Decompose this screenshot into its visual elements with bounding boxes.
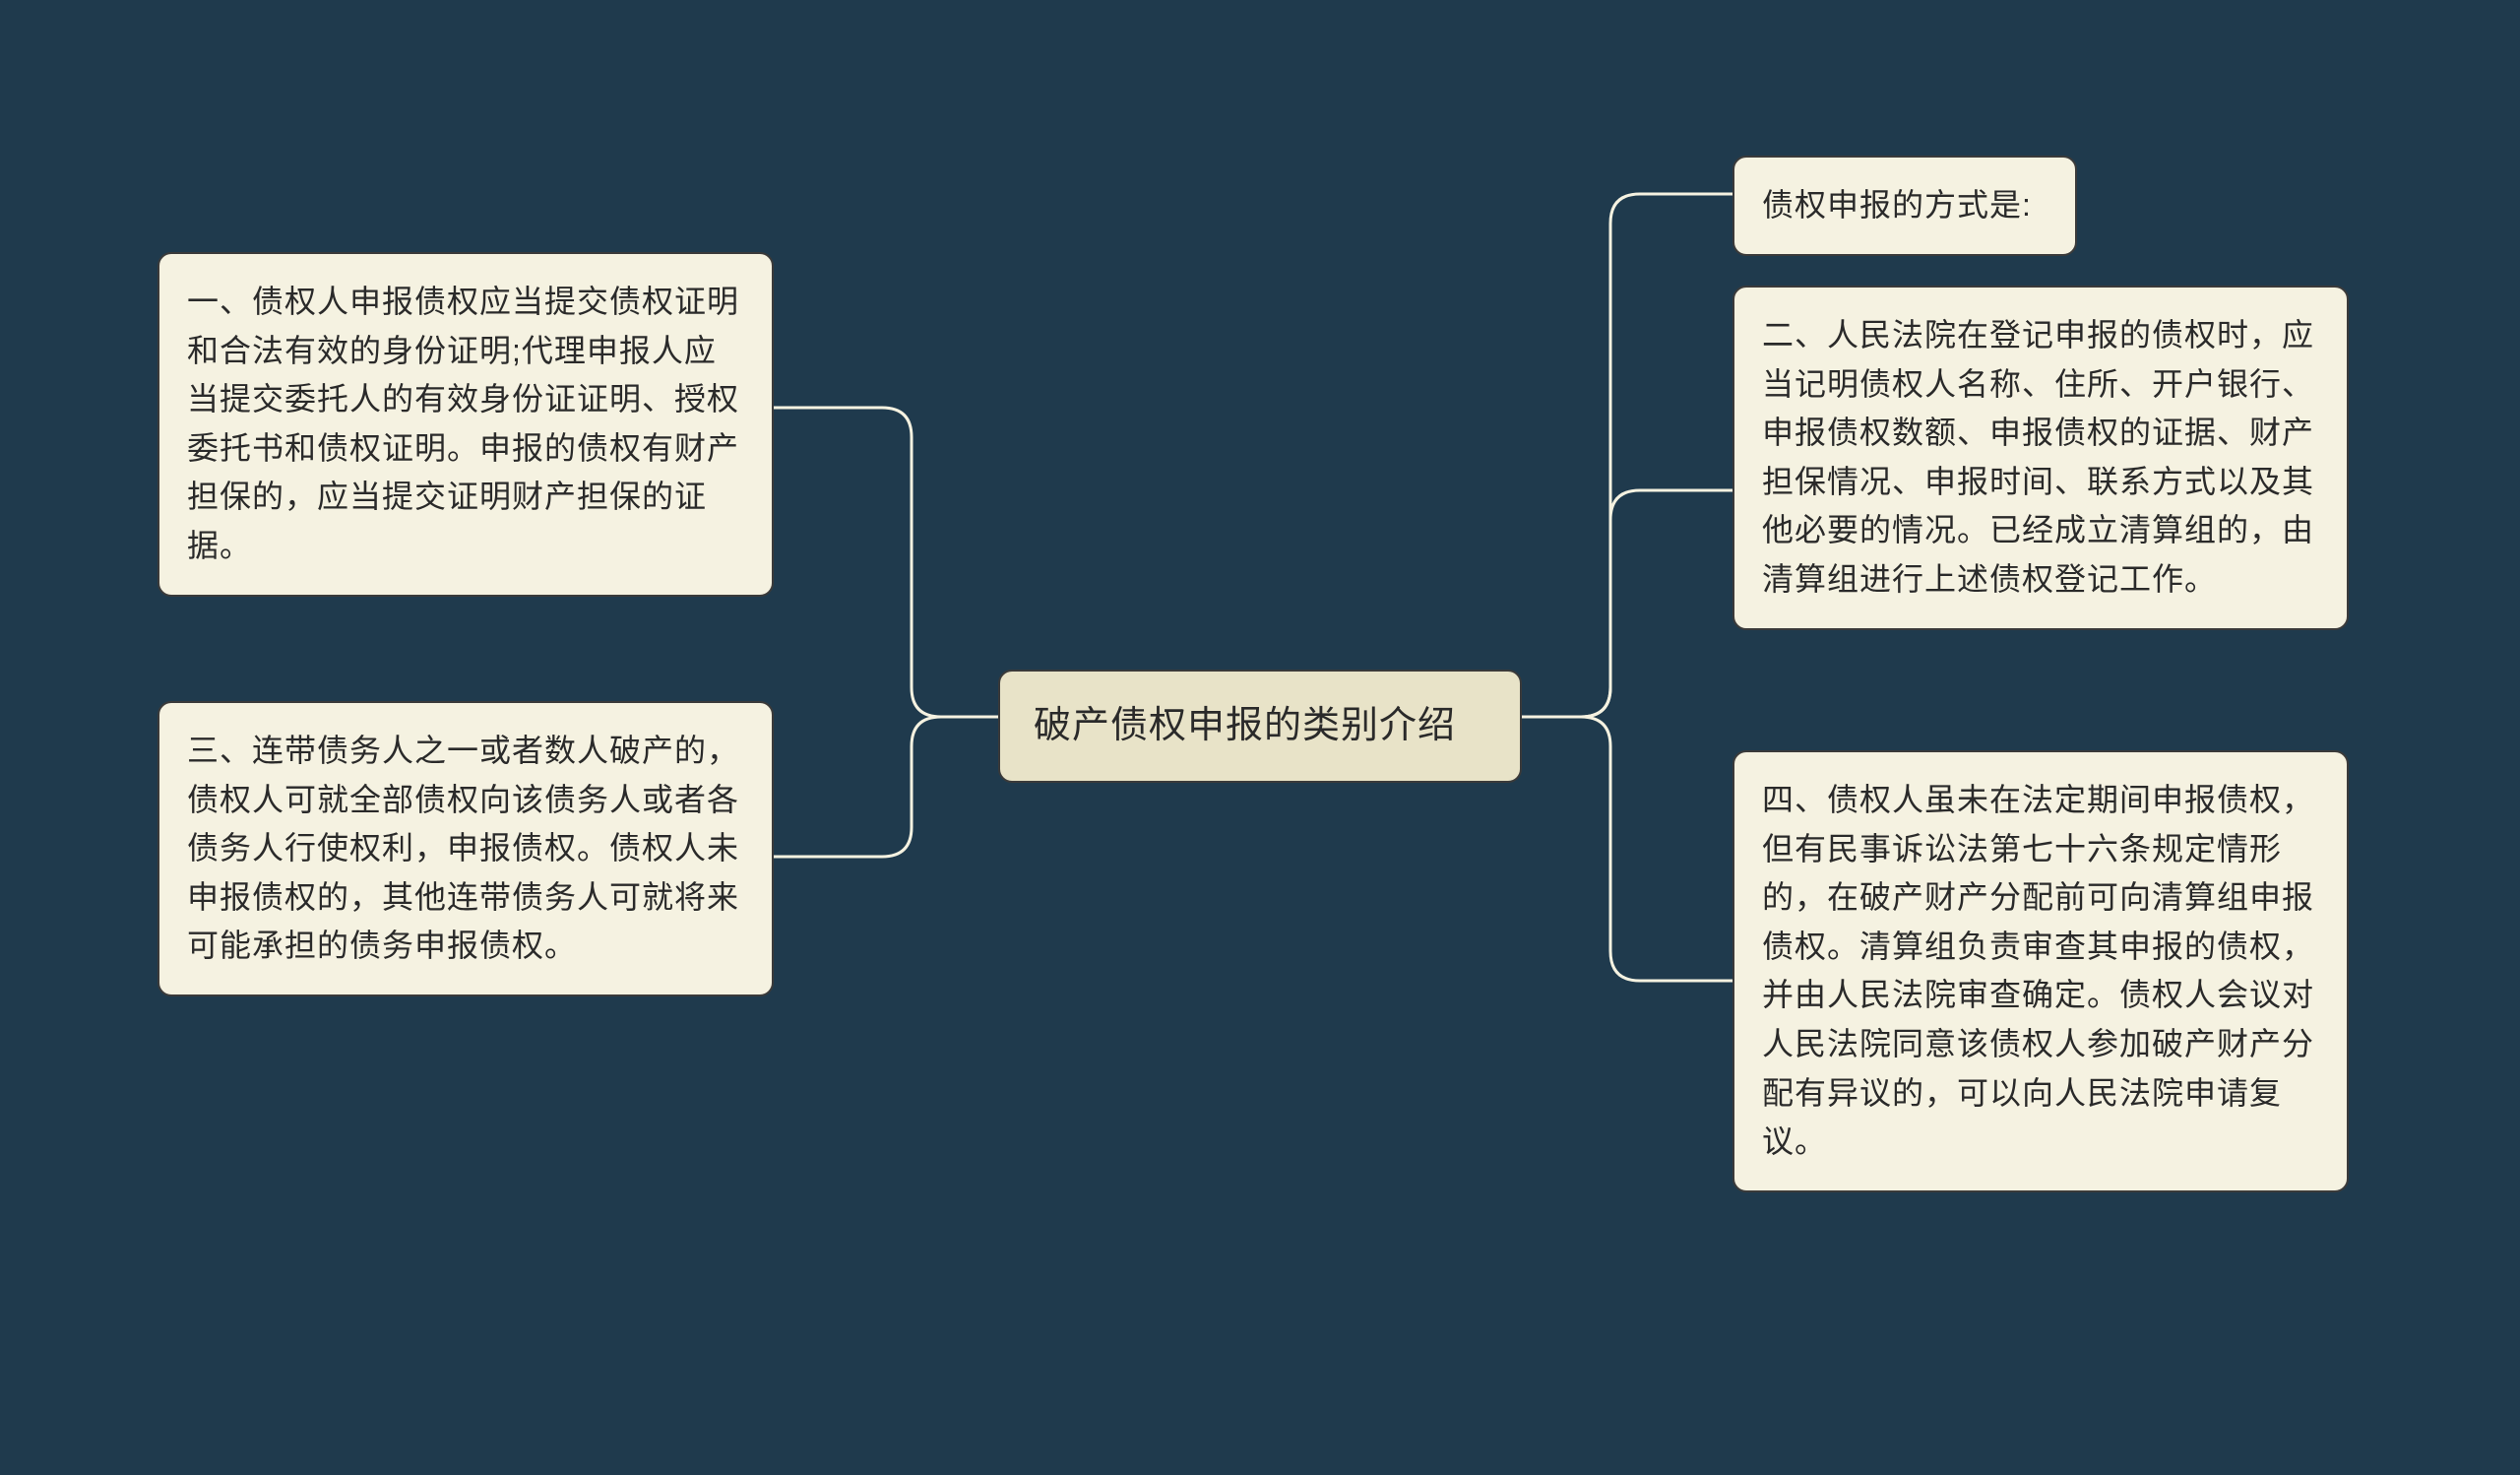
center-node: 破产债权申报的类别介绍 xyxy=(998,670,1522,783)
left-connectors xyxy=(774,252,998,1012)
right-node-top: 债权申报的方式是: xyxy=(1732,156,2077,256)
left-node-3: 三、连带债务人之一或者数人破产的，债权人可就全部债权向该债务人或者各债务人行使权… xyxy=(158,701,774,996)
right-node-4: 四、债权人虽未在法定期间申报债权，但有民事诉讼法第七十六条规定情形的，在破产财产… xyxy=(1732,750,2349,1192)
right-connectors xyxy=(1522,156,1732,1211)
left-node-1: 一、债权人申报债权应当提交债权证明和合法有效的身份证明;代理申报人应当提交委托人… xyxy=(158,252,774,597)
right-node-2: 二、人民法院在登记申报的债权时，应当记明债权人名称、住所、开户银行、申报债权数额… xyxy=(1732,286,2349,630)
